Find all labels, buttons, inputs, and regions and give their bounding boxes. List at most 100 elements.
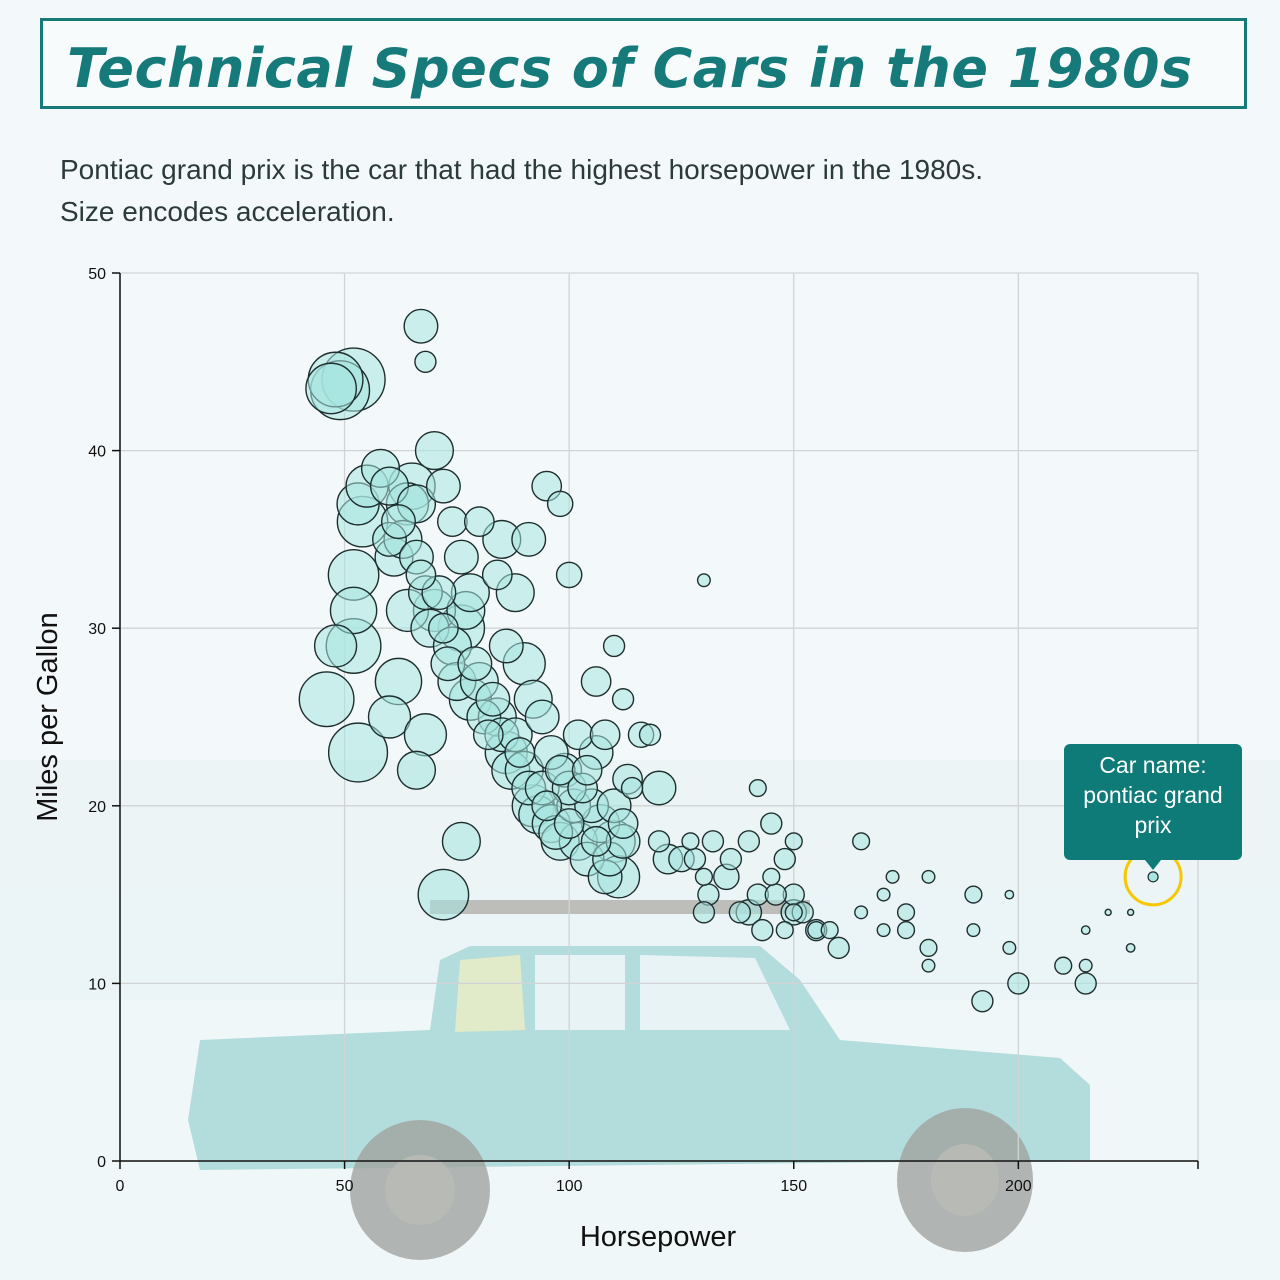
data-point: [694, 867, 714, 886]
data-point: [607, 808, 639, 839]
data-point: [620, 776, 644, 800]
tooltip-line-1: Car name:: [1099, 752, 1207, 778]
data-point: [876, 887, 891, 902]
data-point: [681, 832, 700, 851]
x-tick-label: 200: [1005, 1178, 1032, 1195]
data-point: [775, 921, 794, 940]
data-point: [751, 918, 774, 942]
data-point: [488, 628, 524, 664]
tooltip-line-3: prix: [1134, 812, 1172, 838]
data-point: [638, 723, 662, 746]
title-box: Technical Specs of Cars in the 1980s: [40, 18, 1247, 109]
data-point: [1078, 958, 1093, 973]
data-point: [441, 821, 481, 861]
data-point: [764, 883, 787, 906]
chart-subtitle-line-2: Size encodes acceleration.: [60, 196, 395, 227]
data-point: [641, 770, 677, 806]
data-point: [403, 308, 439, 344]
data-point: [562, 719, 594, 751]
data-point: [748, 778, 767, 798]
car-background-illustration: [0, 760, 1280, 1280]
data-point: [896, 903, 916, 922]
data-point: [852, 832, 871, 851]
tooltip-line-2: pontiac grand: [1083, 782, 1223, 808]
data-point: [762, 867, 781, 886]
data-point: [380, 504, 416, 540]
data-point: [964, 885, 983, 904]
data-point: [1054, 956, 1073, 975]
data-point: [589, 719, 621, 751]
data-point: [701, 830, 725, 853]
chart-axes: 0 50 100 150 200 0 10 20 30 40 50: [88, 266, 1199, 1195]
data-point: [854, 905, 869, 920]
data-point: [1104, 908, 1112, 917]
x-tick-label: 50: [336, 1178, 354, 1195]
data-point: [405, 559, 437, 591]
data-point: [1125, 942, 1136, 953]
data-point: [896, 921, 916, 940]
x-axis-title: Horsepower: [580, 1221, 737, 1253]
x-tick-label: 0: [116, 1178, 125, 1195]
data-point: [580, 666, 612, 697]
data-point: [1004, 889, 1015, 900]
data-point: [1080, 925, 1091, 936]
data-point: [546, 490, 574, 518]
data-point: [966, 923, 981, 938]
data-point: [511, 521, 547, 557]
data-point: [427, 612, 459, 644]
data-point: [367, 695, 412, 739]
data-point: [580, 825, 612, 857]
data-point: [827, 936, 850, 960]
data-point: [1002, 940, 1017, 955]
data-point: [773, 847, 796, 871]
data-point: [329, 586, 378, 635]
data-point: [475, 681, 511, 717]
data-point: [820, 921, 839, 940]
data-point: [417, 868, 470, 921]
data-point: [298, 671, 355, 728]
data-point: [885, 869, 900, 884]
data-point: [784, 832, 803, 851]
data-point: [463, 506, 495, 538]
data-point: [692, 901, 716, 924]
data-point: [921, 958, 936, 973]
chart-grid: [119, 272, 1199, 1162]
data-point: [876, 923, 891, 938]
data-point: [696, 573, 711, 588]
y-tick-label: 10: [88, 976, 106, 993]
data-point: [414, 431, 455, 471]
data-point: [414, 350, 437, 373]
chart-subtitle-line-1: Pontiac grand prix is the car that had t…: [60, 154, 984, 185]
data-point: [504, 737, 536, 768]
data-point: [305, 362, 358, 415]
data-point: [443, 539, 479, 575]
data-point: [457, 646, 493, 682]
data-point: [1074, 972, 1097, 995]
y-tick-label: 40: [88, 444, 106, 461]
data-point: [555, 561, 583, 589]
data-point: [481, 559, 513, 591]
data-point: [313, 624, 358, 668]
x-tick-label: 100: [556, 1178, 583, 1195]
data-point: [647, 830, 671, 853]
data-point: [531, 790, 563, 822]
data-point: [436, 506, 468, 538]
data-point: [611, 688, 635, 711]
y-axis-title: Miles per Gallon: [32, 612, 64, 822]
data-point: [425, 468, 461, 504]
x-tick-label: 150: [780, 1178, 807, 1195]
data-point: [737, 830, 761, 853]
data-point: [553, 808, 585, 839]
data-point: [683, 847, 707, 871]
data-point: [544, 754, 576, 786]
data-point: [403, 713, 448, 757]
data-point: [327, 722, 389, 783]
data-point: [784, 903, 803, 922]
data-point: [919, 938, 938, 957]
y-tick-label: 0: [97, 1154, 106, 1171]
data-point: [1126, 908, 1135, 917]
data-point: [760, 812, 783, 835]
data-point: [524, 699, 560, 735]
tooltip: Car name: pontiac grand prix: [1064, 744, 1242, 870]
